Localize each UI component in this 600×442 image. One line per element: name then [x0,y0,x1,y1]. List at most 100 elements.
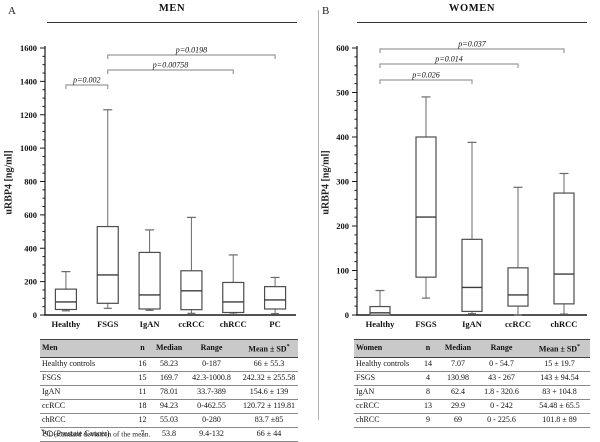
iqr-box [507,267,529,307]
category-label: ccRCC [178,319,204,329]
table-cell: 12 [130,413,155,428]
table-header-row: Men n Median Range Mean ± SD* [40,339,298,358]
table-cell: 55.03 [155,413,183,428]
women-stats-table: Women n Median Range Mean ± SD* Healthy cont… [354,339,590,428]
table-row: chRCC 12 55.03 0-280 83.7 ±85 [40,413,298,428]
y-tick-label: 0 [345,310,349,320]
table-row: PC (Prostate Cancer) 7 53.8 9.4-132 66 ± 44 [40,427,298,442]
table-cell: 43 - 267 [474,371,529,386]
table-cell: 0 - 242 [474,399,529,414]
men-table-head: Men n Median Range Mean ± SD* [40,339,298,358]
table-row: FSGS 4 130.98 43 - 267 143 ± 94.54 [354,371,590,386]
box-group-healthy: Healthy [52,271,82,329]
table-cell: 8 [414,385,442,400]
category-label: chRCC [220,319,247,329]
significance-bracket [379,48,565,53]
table-cell: 130.98 [442,371,474,386]
table-cell: 15 [130,371,155,386]
box-group-ccrcc: ccRCC [178,216,204,329]
table-cell: 7.07 [442,357,474,372]
table-cell: 143 ± 94.54 [529,371,590,386]
table-row: IgAN 8 62.4 1.8 - 320.6 83 + 104.8 [354,385,590,400]
women-table-head: Women n Median Range Mean ± SD* [354,339,590,358]
panel-a-title: MEN [47,3,297,23]
table-cell: ccRCC [354,399,414,414]
p-value-label: p=0.00758 [152,61,188,70]
category-label: PC [269,319,280,329]
table-cell: chRCC [354,413,414,428]
table-cell: 11 [130,385,155,400]
panel-b-label: B [322,5,330,17]
table-cell: FSGS [354,371,414,386]
category-label: FSGS [97,319,119,329]
table-cell: 0-462.55 [183,399,240,414]
table-cell: 78.01 [155,385,183,400]
y-tick-label: 1400 [20,76,37,86]
y-tick-label: 600 [336,43,349,53]
category-label: Healthy [52,319,82,329]
box-group-fsgs: FSGS [96,109,119,329]
box-group-pc: PC [263,276,287,329]
table-cell: 66 ± 55.3 [240,357,298,372]
panel-divider-line [318,10,319,420]
table-cell: ccRCC [40,399,130,414]
y-tick-label: 400 [336,132,349,142]
footnote-marker: * [286,344,290,350]
table-cell: 33.7-389 [183,385,240,400]
table-header-cell: Range [183,339,240,358]
y-tick-label: 300 [336,177,349,187]
y-tick-label: 400 [24,243,37,253]
table-cell: 83 + 104.8 [529,385,590,400]
y-tick-label: 1000 [20,143,37,153]
footnote-marker: * [41,429,44,435]
panel-b-chart: 0 100 200 300 400 500 600 Healthy FSGS IgAN ccRCC c… [336,40,587,329]
table-cell: chRCC [40,413,130,428]
iqr-box [461,238,483,313]
table-cell: 54.48 ± 65.5 [529,399,590,414]
table-cell: 0 - 54.7 [474,357,529,372]
table-cell: 83.7 ±85 [240,413,298,428]
table-row: Healthy controls 16 58.23 0-187 66 ± 55.3 [40,357,298,372]
y-tick-label: 800 [24,177,37,187]
y-tick-label: 1200 [20,110,37,120]
table-cell: 4 [414,371,442,386]
table-header-cell: n [130,339,155,358]
box-group-igan: IgAN [138,229,161,329]
table-header-cell: Mean ± SD* [529,339,590,358]
table-cell: 69 [442,413,474,428]
table-header-cell: n [414,339,442,358]
table-cell: 58.23 [155,357,183,372]
table-cell: 7 [130,427,155,442]
box-group-healthy: Healthy [366,289,395,329]
table-cell: 16 [130,357,155,372]
category-label: chRCC [551,319,578,329]
significance-bracket [107,54,276,59]
table-row: IgAN 11 78.01 33.7-389 154.6 ± 139 [40,385,298,400]
table-cell: 154.6 ± 139 [240,385,298,400]
significance-bracket [107,69,234,74]
table-cell: 0-280 [183,413,240,428]
panel-b-title: WOMEN [357,3,587,23]
y-tick-label: 0 [33,310,37,320]
table-cell: IgAN [40,385,130,400]
table-cell: 0 - 225.6 [474,413,529,428]
y-tick-label: 600 [24,210,37,220]
y-tick-label: 1600 [20,43,37,53]
iqr-box [415,136,437,278]
table-cell: 120.72 ± 119.81 [240,399,298,414]
box-group-igan: IgAN [461,141,483,329]
table-header-cell: Men [40,339,130,358]
panel-a-y-axis-title: uRBP4 [ng/ml] [3,150,15,215]
women-table-body: Healthy controls 14 7.07 0 - 54.7 15 ± 19.7 F… [354,357,590,428]
iqr-box [263,286,287,310]
box-group-ccrcc: ccRCC [505,186,531,329]
panel-a-label: A [8,5,16,17]
table-cell: Healthy controls [40,357,130,372]
table-cell: 242.32 ± 255.58 [240,371,298,386]
y-tick-label: 500 [336,88,349,98]
men-table-body: Healthy controls 16 58.23 0-187 66 ± 55.3 FSG… [40,357,298,442]
table-cell: 101.8 ± 89 [529,413,590,428]
table-cell: 66 ± 44 [240,427,298,442]
iqr-box [96,225,119,304]
